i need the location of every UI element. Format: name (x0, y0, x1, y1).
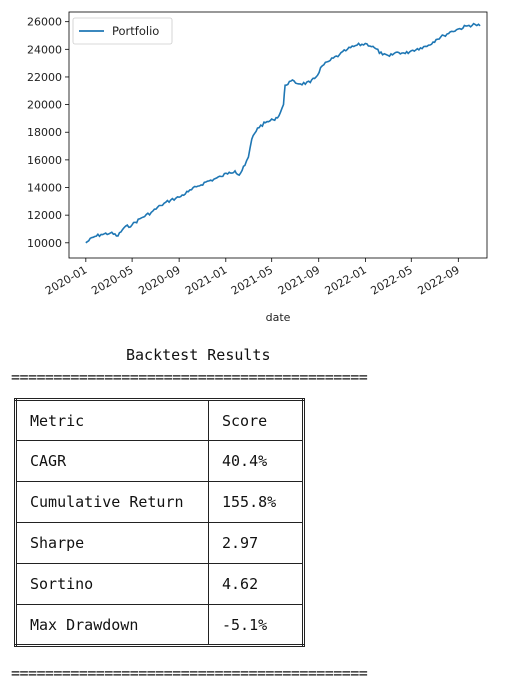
x-tick-label: 2020-09 (136, 263, 182, 297)
y-axis-ticks: 10000 12000 14000 16000 18000 20000 22000 24000… (27, 16, 69, 250)
header-metric: Metric (15, 399, 209, 441)
header-score: Score (208, 399, 304, 441)
y-tick-label: 22000 (27, 71, 62, 84)
legend: Portfolio (72, 17, 173, 45)
metric-cell: Sharpe (15, 522, 209, 564)
score-cell: 2.97 (208, 522, 304, 564)
x-tick-label: 2021-05 (229, 263, 275, 297)
results-title: Backtest Results (126, 346, 271, 364)
table-row: Max Drawdown -5.1% (15, 604, 304, 646)
x-tick-label: 2020-05 (89, 263, 135, 297)
plot-frame (68, 11, 488, 259)
legend-label-portfolio: Portfolio (112, 24, 159, 38)
table-header-row: Metric Score (15, 399, 304, 441)
y-tick-label: 14000 (27, 182, 62, 195)
score-cell: 155.8% (208, 481, 304, 523)
table-row: CAGR 40.4% (15, 440, 304, 482)
x-tick-label: 2022-05 (368, 263, 414, 297)
x-tick-label: 2021-01 (183, 263, 229, 297)
y-tick-label: 24000 (27, 43, 62, 56)
x-tick-label: 2022-01 (323, 263, 369, 297)
rule-bottom: ========================================… (11, 664, 368, 682)
metric-cell: CAGR (15, 440, 209, 482)
table-row: Sortino 4.62 (15, 563, 304, 605)
y-tick-label: 26000 (27, 16, 62, 29)
y-tick-label: 10000 (27, 237, 62, 250)
x-axis-ticks: 2020-01 2020-05 2020-09 2021-01 2021-05 2021-… (43, 258, 462, 298)
y-tick-label: 12000 (27, 209, 62, 222)
table-row: Cumulative Return 155.8% (15, 481, 304, 523)
score-cell: -5.1% (208, 604, 304, 646)
y-tick-label: 20000 (27, 99, 62, 112)
portfolio-chart: 10000 12000 14000 16000 18000 20000 22000 24000… (27, 11, 488, 324)
y-tick-label: 16000 (27, 154, 62, 167)
rule-top: ========================================… (11, 368, 368, 386)
metric-cell: Sortino (15, 563, 209, 605)
x-tick-label: 2021-09 (276, 263, 322, 297)
legend-box (72, 17, 173, 45)
table-row: Sharpe 2.97 (15, 522, 304, 564)
x-tick-label: 2022-09 (416, 263, 462, 297)
results-table: Metric Score CAGR 40.4% Cumulative Retur… (14, 398, 305, 647)
metric-cell: Cumulative Return (15, 481, 209, 523)
x-axis-label: date (266, 311, 291, 324)
score-cell: 4.62 (208, 563, 304, 605)
y-tick-label: 18000 (27, 126, 62, 139)
x-tick-label: 2020-01 (43, 263, 89, 297)
series-line-portfolio (85, 22, 481, 244)
metric-cell: Max Drawdown (15, 604, 209, 646)
score-cell: 40.4% (208, 440, 304, 482)
